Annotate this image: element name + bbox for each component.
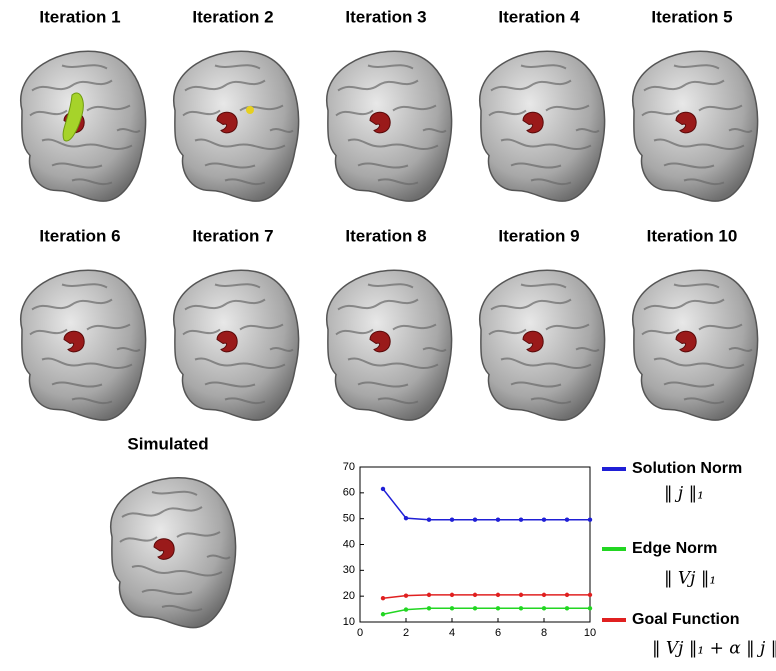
point xyxy=(588,593,592,597)
panel-title: Iteration 9 xyxy=(498,226,579,245)
x-tick-label: 6 xyxy=(495,627,501,639)
brain-image xyxy=(111,478,236,628)
point xyxy=(496,593,500,597)
x-tick-label: 8 xyxy=(541,627,547,639)
brain-image xyxy=(21,51,146,201)
brain-image xyxy=(480,270,605,420)
figure: Iteration 1 Iteration 2 Iteration 3 Iterati… xyxy=(0,0,776,666)
y-tick-label: 40 xyxy=(343,538,355,550)
panel-title: Iteration 3 xyxy=(345,7,426,26)
panel-title: Iteration 8 xyxy=(345,226,426,245)
point xyxy=(519,606,523,610)
point xyxy=(427,593,431,597)
point xyxy=(404,593,408,597)
x-tick-label: 10 xyxy=(584,627,596,639)
point xyxy=(450,593,454,597)
point xyxy=(565,606,569,610)
point xyxy=(588,518,592,522)
point xyxy=(404,516,408,520)
brain-image xyxy=(174,51,299,201)
y-tick-label: 50 xyxy=(343,513,355,525)
panel-title: Iteration 1 xyxy=(39,7,120,26)
y-tick-label: 60 xyxy=(343,487,355,499)
panel-title: Iteration 7 xyxy=(192,226,273,245)
plot-area xyxy=(360,467,590,622)
point xyxy=(496,606,500,610)
legend-label: Goal Function xyxy=(632,611,740,628)
y-tick-label: 30 xyxy=(343,564,355,576)
point xyxy=(519,593,523,597)
legend-formula: ‖ j ‖₁ xyxy=(664,484,704,504)
point xyxy=(473,518,477,522)
x-tick-label: 4 xyxy=(449,627,455,639)
panel-title: Iteration 6 xyxy=(39,226,120,245)
point xyxy=(381,612,385,616)
point xyxy=(381,596,385,600)
point xyxy=(473,593,477,597)
y-tick-label: 20 xyxy=(343,590,355,602)
point xyxy=(496,518,500,522)
brain-image xyxy=(633,270,758,420)
panel-title: Iteration 4 xyxy=(498,7,580,26)
point xyxy=(542,606,546,610)
point xyxy=(542,593,546,597)
point xyxy=(565,518,569,522)
point xyxy=(519,518,523,522)
point xyxy=(427,518,431,522)
panel-title: Simulated xyxy=(127,434,208,453)
point xyxy=(473,606,477,610)
x-tick-label: 0 xyxy=(357,627,363,639)
point xyxy=(381,487,385,491)
point xyxy=(565,593,569,597)
brain-image xyxy=(327,270,452,420)
point xyxy=(404,607,408,611)
source-patch xyxy=(246,106,254,114)
legend-formula: ‖ Vj ‖₁ xyxy=(664,569,716,589)
brain-image xyxy=(327,51,452,201)
brain-image xyxy=(633,51,758,201)
point xyxy=(450,518,454,522)
legend-label: Edge Norm xyxy=(632,540,717,557)
panel-title: Iteration 10 xyxy=(647,226,738,245)
point xyxy=(542,518,546,522)
x-tick-label: 2 xyxy=(403,627,409,639)
point xyxy=(588,606,592,610)
legend-formula: ‖ Vj ‖₁ + α ‖ j ‖₁ xyxy=(652,639,776,659)
y-tick-label: 70 xyxy=(343,461,355,473)
brain-image xyxy=(21,270,146,420)
brain-image xyxy=(480,51,605,201)
y-tick-label: 10 xyxy=(343,616,355,628)
brain-image xyxy=(174,270,299,420)
point xyxy=(427,606,431,610)
panel-title: Iteration 2 xyxy=(192,7,273,26)
legend-label: Solution Norm xyxy=(632,460,742,477)
point xyxy=(450,606,454,610)
panel-title: Iteration 5 xyxy=(651,7,732,26)
